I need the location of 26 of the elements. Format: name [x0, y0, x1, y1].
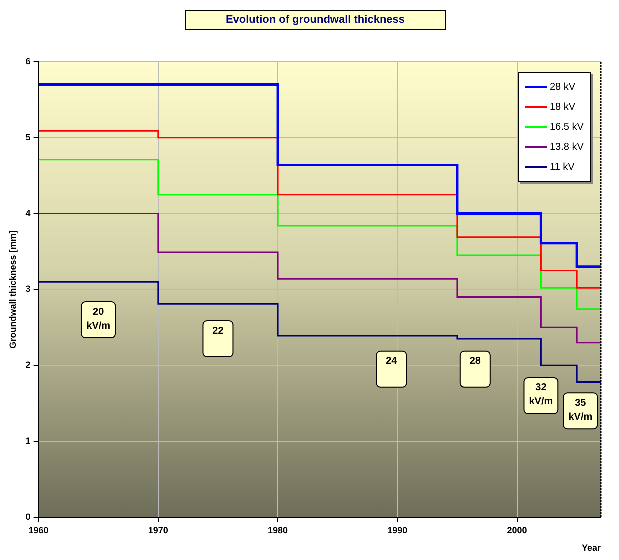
- y-tick-label: 2: [26, 360, 31, 370]
- y-axis-title: Groundwall thickness [mm]: [8, 230, 18, 349]
- chart-title: Evolution of groundwall thickness: [185, 10, 446, 30]
- annotation: 28: [470, 356, 482, 368]
- legend-label: 28 kV: [550, 82, 576, 92]
- legend-label: 16.5 kV: [550, 122, 584, 132]
- legend-label: 18 kV: [550, 102, 576, 112]
- y-tick-label: 0: [26, 512, 31, 522]
- x-tick-label: 2000: [507, 525, 528, 536]
- annotation: 35 kV/m: [568, 398, 593, 423]
- legend-label: 11 kV: [550, 162, 575, 172]
- y-tick-label: 3: [26, 284, 31, 294]
- y-tick-label: 4: [26, 208, 31, 218]
- annotation: 20 kV/m: [86, 306, 111, 332]
- x-axis-title: Year: [582, 543, 602, 554]
- y-tick-label: 6: [26, 56, 31, 66]
- y-tick-label: 1: [26, 436, 31, 446]
- x-tick-label: 1970: [148, 525, 168, 536]
- annotation: 24: [386, 356, 398, 368]
- annotation: 22: [212, 326, 224, 337]
- x-tick-label: 1980: [268, 525, 288, 536]
- legend-label: 13.8 kV: [550, 142, 584, 152]
- x-tick-label: 1960: [28, 525, 49, 536]
- annotation: 32 kV/m: [529, 382, 554, 408]
- y-tick-label: 5: [26, 132, 31, 142]
- x-tick-label: 1990: [388, 525, 408, 536]
